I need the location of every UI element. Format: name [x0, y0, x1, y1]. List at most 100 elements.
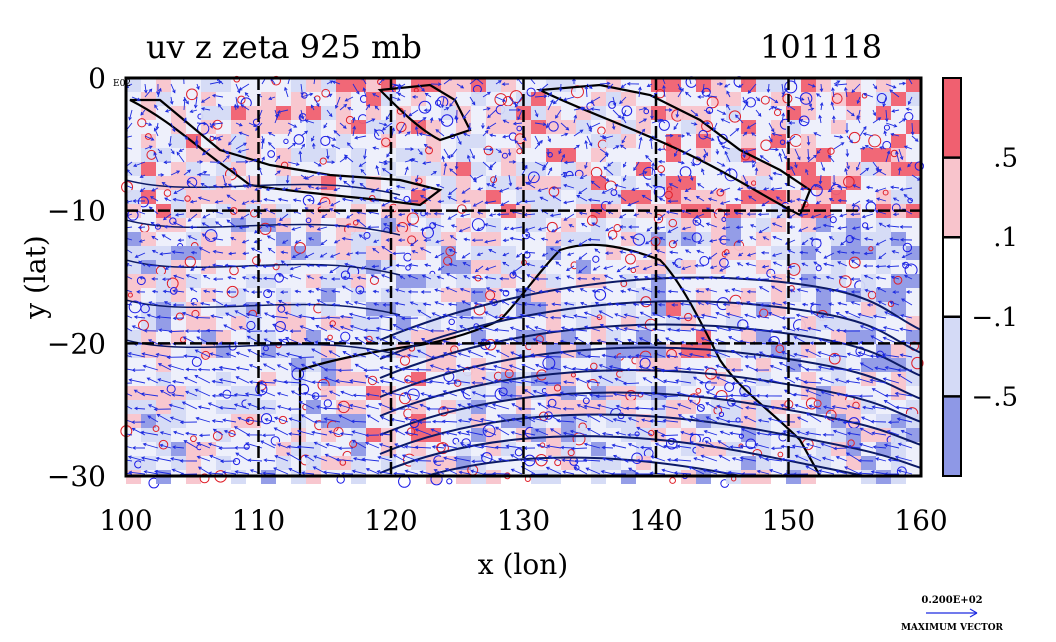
wind-vector: [730, 395, 743, 396]
field-cell: [171, 218, 186, 232]
field-cell: [651, 274, 666, 288]
field-cell: [336, 78, 351, 92]
field-cell: [336, 414, 351, 428]
field-cell: [321, 106, 336, 120]
wind-vector: [834, 448, 847, 449]
field-cell: [621, 344, 636, 358]
field-cell: [651, 260, 666, 274]
field-cell: [411, 92, 426, 106]
field-cell: [231, 302, 246, 316]
field-cell: [681, 120, 696, 134]
field-cell: [306, 120, 321, 134]
field-cell: [636, 106, 651, 120]
field-cell: [201, 92, 216, 106]
field-cell: [726, 218, 741, 232]
field-cell: [741, 246, 756, 260]
field-cell: [531, 288, 546, 302]
field-cell: [681, 372, 696, 386]
wind-vector: [844, 422, 860, 423]
field-cell: [216, 78, 231, 92]
field-cell: [456, 260, 471, 274]
field-cell: [501, 106, 516, 120]
field-cell: [171, 190, 186, 204]
wind-vector-head: [121, 418, 124, 421]
wind-vector-head: [122, 326, 125, 329]
field-cell: [396, 148, 411, 162]
field-cell: [261, 330, 276, 344]
field-cell: [456, 274, 471, 288]
wind-vector: [199, 369, 210, 370]
field-cell: [186, 232, 201, 246]
field-cell: [306, 106, 321, 120]
field-cell: [171, 288, 186, 302]
field-cell: [186, 148, 201, 162]
wind-vector: [588, 239, 600, 240]
field-cell: [321, 428, 336, 442]
field-cell: [231, 386, 246, 400]
field-cell: [156, 274, 171, 288]
field-cell: [366, 386, 381, 400]
field-cell: [456, 162, 471, 176]
field-cell: [546, 274, 561, 288]
field-cell: [666, 232, 681, 246]
field-cell: [846, 456, 861, 470]
field-cell: [621, 190, 636, 204]
field-cell: [876, 288, 891, 302]
field-cell: [231, 106, 246, 120]
field-cell: [216, 456, 231, 470]
field-cell: [666, 190, 681, 204]
field-cell: [276, 232, 291, 246]
field-cell: [501, 274, 516, 288]
field-cell: [606, 330, 621, 344]
field-cell: [471, 260, 486, 274]
field-cell: [441, 232, 456, 246]
field-cell: [276, 148, 291, 162]
wind-vector-head: [121, 458, 124, 461]
field-cell: [861, 456, 876, 470]
field-cell: [501, 344, 516, 358]
field-cell: [891, 190, 906, 204]
field-cell: [351, 148, 366, 162]
field-cell: [426, 148, 441, 162]
field-cell: [171, 274, 186, 288]
field-cell: [336, 134, 351, 148]
field-cell: [651, 106, 666, 120]
field-cell: [471, 162, 486, 176]
field-cell: [471, 246, 486, 260]
field-cell: [351, 316, 366, 330]
wind-vector-head: [122, 274, 125, 277]
wind-vector: [496, 447, 509, 448]
field-cell: [621, 218, 636, 232]
field-cell: [291, 92, 306, 106]
wind-vector-head: [121, 236, 124, 239]
field-cell: [711, 414, 726, 428]
field-cell: [561, 400, 576, 414]
field-cell: [651, 344, 666, 358]
field-cell: [711, 78, 726, 92]
field-cell: [891, 162, 906, 176]
field-cell: [126, 246, 141, 260]
field-cell: [306, 232, 321, 246]
field-cell: [801, 218, 816, 232]
field-cell: [486, 246, 501, 260]
field-cell: [651, 288, 666, 302]
field-cell: [486, 78, 501, 92]
field-cell: [576, 260, 591, 274]
field-cell: [366, 106, 381, 120]
field-cell: [291, 78, 306, 92]
field-cell: [591, 274, 606, 288]
field-cell: [831, 120, 846, 134]
field-cell: [696, 232, 711, 246]
field-cell: [156, 148, 171, 162]
field-cell: [696, 302, 711, 316]
field-cell: [141, 274, 156, 288]
field-cell: [741, 190, 756, 204]
field-cell: [276, 456, 291, 470]
wind-vector: [664, 396, 678, 397]
field-cell: [531, 106, 546, 120]
field-cell: [771, 246, 786, 260]
field-cell: [351, 162, 366, 176]
wind-vector-head: [119, 341, 122, 344]
